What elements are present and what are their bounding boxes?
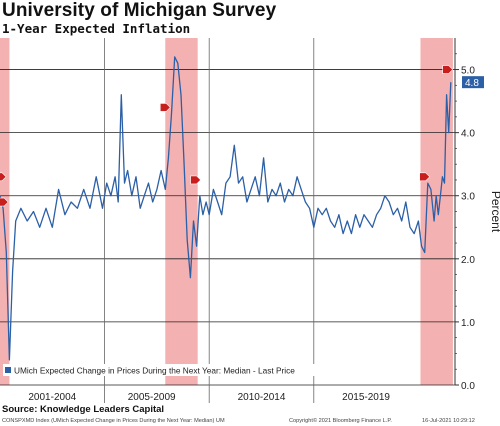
y-tick-label: 4.0 <box>461 129 475 140</box>
x-axis-period-labels: 2001-2004 2005-2009 2010-2014 2015-2019 <box>28 392 390 403</box>
chart-title: University of Michigan Survey <box>2 0 277 21</box>
recession-band <box>0 38 10 385</box>
x-period-label: 2005-2009 <box>128 392 176 403</box>
y-tick-label: 3.0 <box>461 192 475 203</box>
y-tick-label: 2.0 <box>461 255 475 266</box>
series-line <box>0 56 452 361</box>
x-period-label: 2015-2019 <box>342 392 390 403</box>
legend-box <box>3 364 343 376</box>
footer-copyright: Copyright© 2021 Bloomberg Finance L.P. <box>289 418 392 424</box>
last-value-text: 4.8 <box>465 78 479 89</box>
last-value-badge <box>462 76 484 89</box>
footer-index-note: CONSPXMD Index (UMich Expected Change in… <box>2 418 225 424</box>
event-marker <box>0 197 9 207</box>
y-tick-label: 5.0 <box>461 66 475 77</box>
legend-label: UMich Expected Change in Prices During t… <box>14 366 295 376</box>
source-note: Source: Knowledge Leaders Capital <box>2 404 165 415</box>
recession-band <box>165 38 198 385</box>
y-tick-label: 0.0 <box>461 381 475 392</box>
footer-timestamp: 16-Jul-2021 10:29:12 <box>422 418 475 424</box>
y-axis-label: Percent <box>489 191 500 233</box>
event-marker <box>190 175 202 185</box>
event-markers <box>0 65 454 207</box>
legend-swatch <box>5 367 11 373</box>
legend: UMich Expected Change in Prices During t… <box>3 364 343 376</box>
recession-band <box>420 38 453 385</box>
series-layer <box>0 56 452 361</box>
event-marker <box>419 172 431 182</box>
recession-bands <box>0 38 453 385</box>
event-marker <box>159 103 171 112</box>
last-value-label: 4.8 <box>462 76 484 89</box>
event-marker <box>0 172 7 182</box>
x-period-label: 2001-2004 <box>28 392 76 403</box>
period-dividers <box>104 38 315 403</box>
grid-lines <box>0 69 455 386</box>
event-marker <box>442 65 454 74</box>
y-tick-label: 1.0 <box>461 318 475 329</box>
chart-subtitle: 1-Year Expected Inflation <box>2 21 191 36</box>
x-period-label: 2010-2014 <box>238 392 286 403</box>
y-axis: 0.0 1.0 2.0 3.0 4.0 5.0 <box>454 38 475 392</box>
